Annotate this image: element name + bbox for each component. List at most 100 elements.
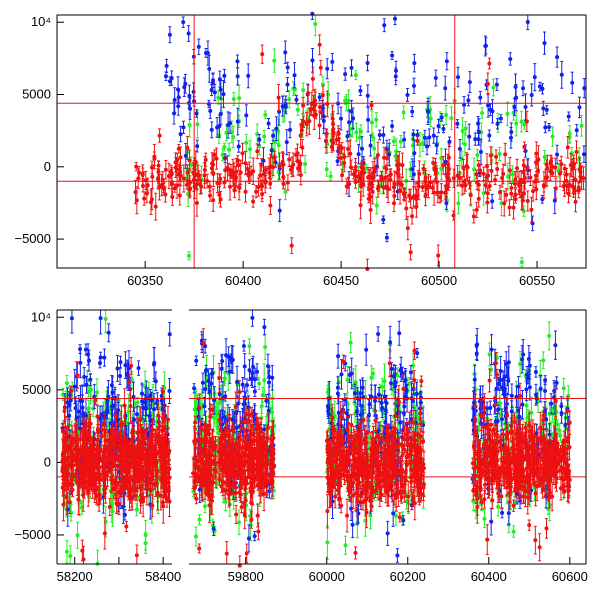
data-point [346,180,351,185]
data-point [369,120,374,125]
data-point [519,194,524,199]
data-point [211,198,216,203]
data-point [196,172,201,177]
data-point [486,103,491,108]
data-point [310,58,315,63]
data-point [137,170,142,175]
data-point [471,214,476,219]
data-point [388,177,393,182]
data-point [365,61,370,66]
data-point [285,65,290,70]
data-point [263,112,268,117]
data-point [103,316,108,321]
data-point [196,44,201,49]
data-point [149,165,154,170]
data-point [218,176,223,181]
data-point [570,80,575,85]
data-point [274,126,279,131]
data-point [325,101,330,106]
data-point [194,111,199,116]
data-point [392,201,397,206]
data-point [494,154,499,159]
data-point [169,169,174,174]
data-point [358,129,363,134]
data-point [134,164,139,169]
data-point [528,175,533,180]
data-point [175,183,180,188]
data-point [489,168,494,173]
data-point [579,123,584,128]
data-point [549,159,554,164]
data-point [183,153,188,158]
data-point [387,152,392,157]
data-point [142,196,147,201]
data-point [156,163,161,168]
data-point [525,19,530,24]
data-point [318,65,323,70]
data-point [208,193,213,198]
data-point [405,226,410,231]
top-light-curve-plot: 10⁴ 5000 0 −5000 60350 60400 60450 60500 60550 [14,11,587,288]
data-point [228,184,233,189]
data-point [226,122,231,127]
data-point [136,176,141,181]
data-point [478,95,483,100]
data-point [172,186,177,191]
data-layer [133,11,587,271]
data-point [446,176,451,181]
data-point [541,106,546,111]
data-point [268,181,273,186]
data-point [222,73,227,78]
data-point [561,386,566,391]
data-point [324,139,329,144]
data-point [268,203,273,208]
data-point [260,184,265,189]
data-point [456,75,461,80]
data-point [251,199,256,204]
data-point [345,377,350,382]
data-point [465,165,470,170]
data-point [262,378,267,383]
data-point [401,110,406,115]
data-point [281,181,286,186]
data-point [231,96,236,101]
data-point [215,125,220,130]
data-point [474,207,479,212]
data-point [223,499,228,504]
data-point [259,404,264,409]
data-point [451,176,456,181]
data-point [498,116,503,121]
data-point [473,137,478,142]
data-point [483,183,488,188]
data-point [235,74,240,79]
data-point [393,16,398,21]
y-tick-label: 0 [44,159,51,174]
data-point [367,174,372,179]
data-point [335,159,340,164]
data-point [331,127,336,132]
data-point [432,167,437,172]
data-point [455,173,460,178]
data-point [487,184,492,189]
data-point [144,191,149,196]
data-point [184,182,189,187]
data-point [307,119,312,124]
data-point [581,152,586,157]
data-point [524,119,529,124]
data-point [423,194,428,199]
data-point [487,133,492,138]
data-point [374,203,379,208]
data-point [523,105,528,110]
data-point [384,235,389,240]
data-point [574,149,579,154]
data-point [300,145,305,150]
data-point [191,89,196,94]
data-point [372,146,377,151]
data-point [277,208,282,213]
data-point [567,131,572,136]
data-point [382,23,387,28]
data-point [301,103,306,108]
data-point [456,201,461,206]
data-point [398,139,403,144]
data-point [245,166,250,171]
